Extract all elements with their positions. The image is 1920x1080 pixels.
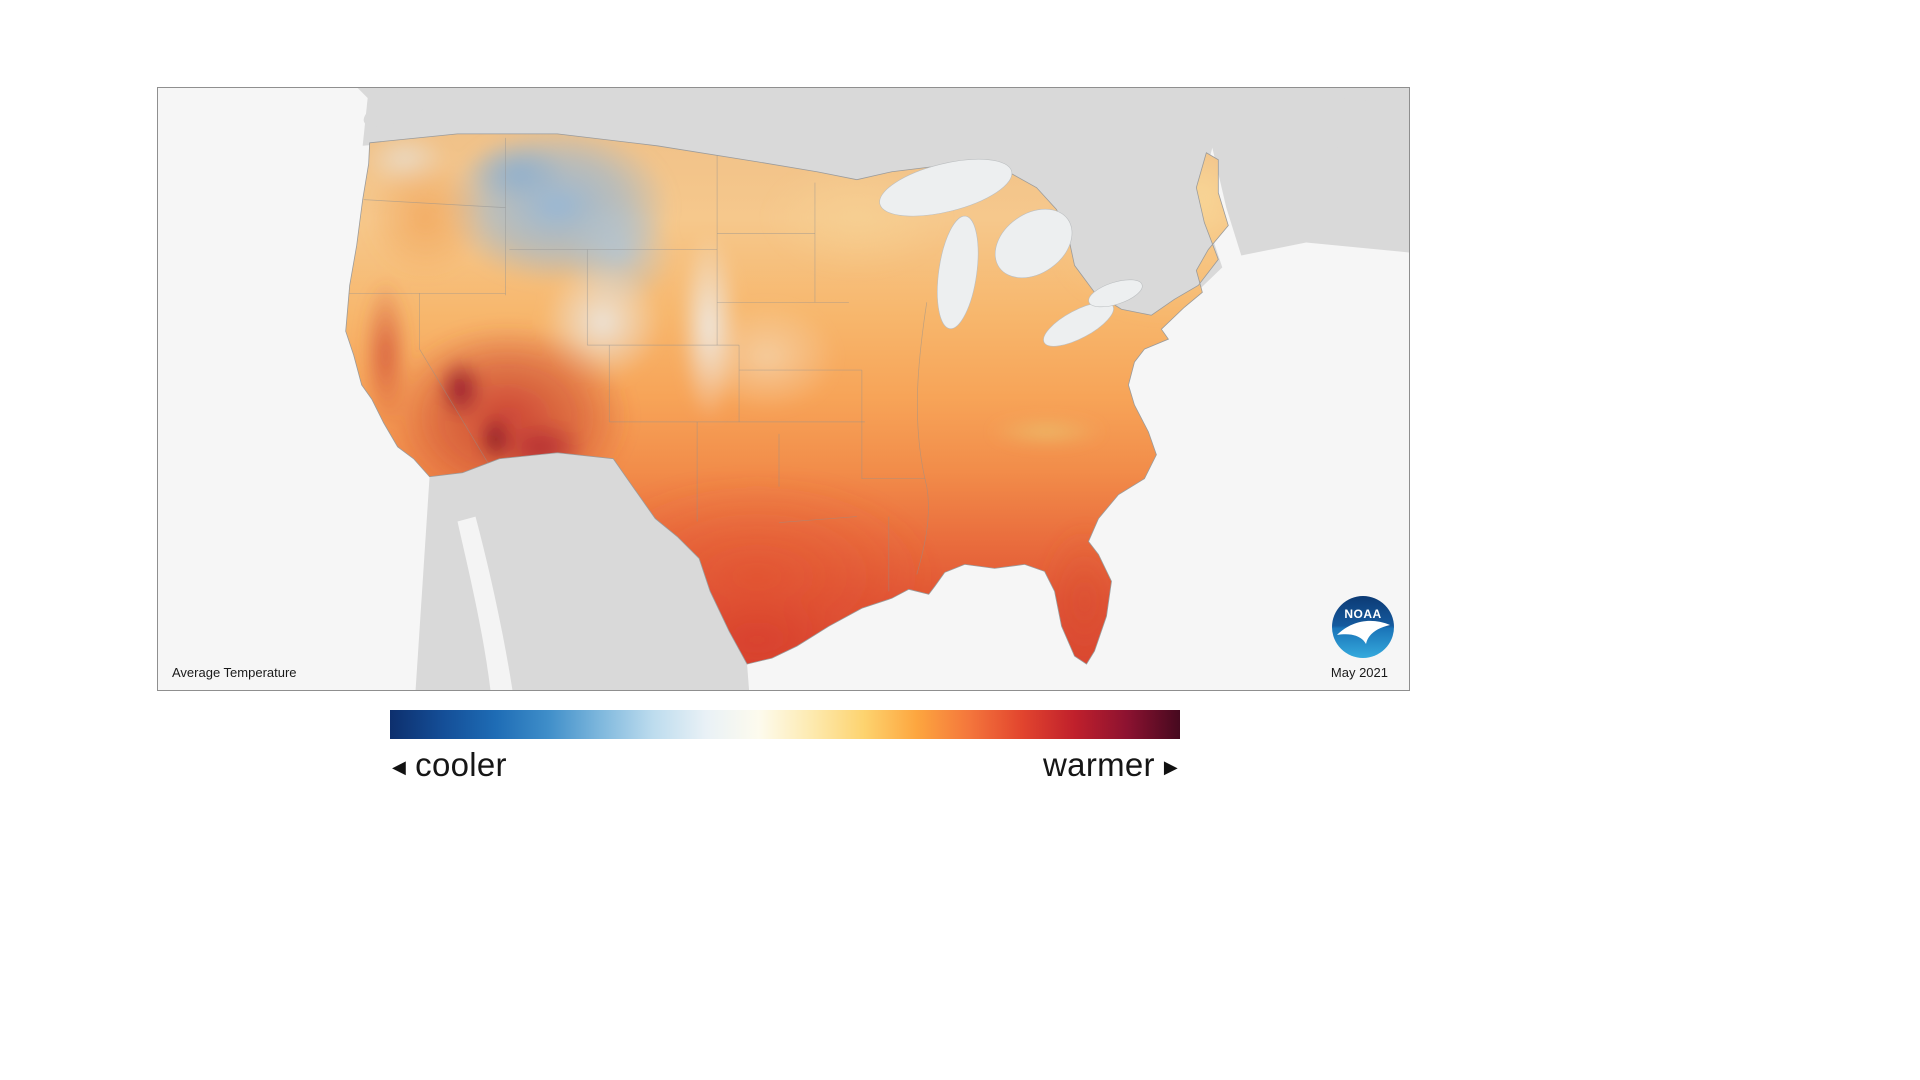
- map-caption: Average Temperature: [172, 665, 297, 680]
- lake-superior: [879, 158, 1013, 217]
- mexico-landmass: [415, 452, 750, 690]
- canada-landmass: [357, 88, 1409, 323]
- warmer-label-group: warmer ▶: [1043, 746, 1178, 784]
- legend-gradient-bar: [390, 710, 1180, 739]
- noaa-logo: NOAA: [1332, 596, 1394, 658]
- right-arrow-icon: ▶: [1163, 757, 1178, 777]
- lake-michigan: [937, 215, 979, 330]
- warmer-label: warmer: [1043, 746, 1155, 783]
- lake-huron: [994, 208, 1073, 279]
- lake-erie: [1043, 301, 1114, 347]
- temperature-legend: ◀ cooler warmer ▶: [390, 710, 1180, 784]
- left-arrow-icon: ◀: [392, 757, 407, 777]
- seagull-icon: [1337, 620, 1390, 644]
- legend-labels: ◀ cooler warmer ▶: [390, 746, 1180, 784]
- lake-ontario: [1088, 279, 1143, 308]
- map-date: May 2021: [1330, 665, 1388, 680]
- noaa-logo-text: NOAA: [1344, 607, 1381, 621]
- map-panel: NOAA Average Temperature May 2021: [157, 87, 1410, 691]
- us-temperature-map: [158, 88, 1409, 690]
- cooler-label-group: ◀ cooler: [392, 746, 507, 784]
- great-lakes: [879, 158, 1143, 347]
- cooler-label: cooler: [415, 746, 507, 783]
- state-borders: [347, 137, 929, 592]
- gulf-of-california: [457, 516, 513, 690]
